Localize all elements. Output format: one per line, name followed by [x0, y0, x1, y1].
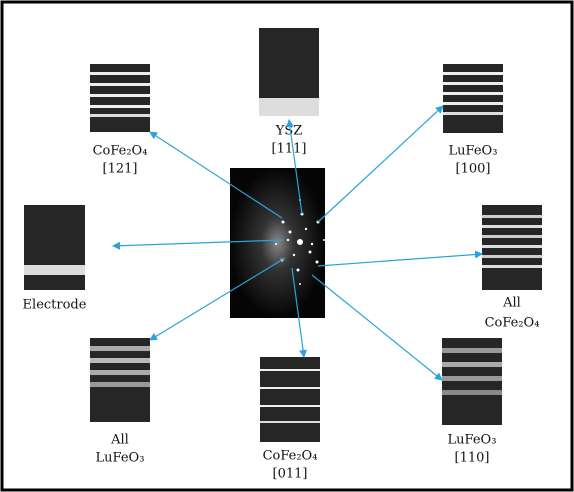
panel-band — [482, 225, 542, 228]
panel-label: LuFeO₃ — [449, 144, 498, 159]
panel-band — [260, 369, 320, 371]
panel-band — [482, 255, 542, 258]
panel-band — [443, 72, 503, 75]
panel-image — [442, 338, 502, 425]
panel-image — [259, 28, 319, 116]
panel-label: LuFeO₃ — [96, 451, 145, 466]
panel-label: [100] — [456, 162, 491, 177]
panel-label: [011] — [273, 467, 308, 482]
panel-band — [442, 376, 502, 381]
panel-bg — [24, 205, 85, 290]
panel-band — [482, 265, 542, 268]
panel-band — [482, 245, 542, 248]
fft-image — [230, 168, 325, 318]
panel-band — [90, 370, 150, 375]
panel-label: CoFe₂O₄ — [485, 316, 540, 331]
panel-band — [90, 83, 150, 86]
panel-band — [442, 362, 502, 367]
panel-band — [90, 346, 150, 351]
fft-spot — [282, 221, 285, 224]
figure: YSZ [111] CoFe₂O₄ [121] LuFeO₃ [100] Electrode… — [0, 0, 574, 492]
fft-spot — [305, 228, 307, 230]
panel-band — [443, 112, 503, 115]
panel-image — [90, 64, 150, 132]
fft-spot — [275, 243, 277, 245]
panel-band — [443, 102, 503, 105]
panel-band — [482, 215, 542, 218]
panel-image — [24, 205, 85, 290]
panel-band — [260, 387, 320, 389]
fft-spot — [316, 261, 319, 264]
panel-label: [111] — [272, 142, 307, 157]
panel-label: All — [110, 433, 129, 448]
panel-label: [121] — [103, 162, 138, 177]
fft-spot — [289, 231, 292, 234]
fft-spot — [287, 239, 289, 241]
panel-band — [443, 82, 503, 85]
panel-band — [443, 92, 503, 95]
panel-band — [90, 105, 150, 108]
panel-label: CoFe₂O₄ — [93, 144, 148, 159]
panel-band — [90, 382, 150, 387]
panel-band — [260, 421, 320, 423]
panel-band — [24, 265, 85, 275]
panel-image — [260, 357, 320, 442]
fft-spot — [299, 283, 301, 285]
panel-label: CoFe₂O₄ — [263, 449, 318, 464]
panel-label: Electrode — [23, 298, 87, 313]
panel-band — [442, 348, 502, 353]
fft-spot — [297, 269, 300, 272]
fft-spot — [293, 254, 295, 256]
panel-image — [482, 205, 542, 290]
fft-spot — [311, 243, 313, 245]
fft-spot — [323, 239, 325, 241]
panel-band — [442, 390, 502, 395]
panel-label: LuFeO₃ — [448, 433, 497, 448]
panel-band — [482, 235, 542, 238]
panel-band — [90, 114, 150, 117]
fft-spot — [297, 239, 303, 245]
panel-band — [90, 94, 150, 97]
panel-label: YSZ — [275, 124, 303, 139]
panel-band — [90, 72, 150, 75]
fft-spot — [309, 251, 312, 254]
panel-band — [259, 98, 319, 116]
panel-label: All — [502, 296, 521, 311]
panel-label: [110] — [455, 451, 490, 466]
panel-image — [443, 64, 503, 133]
panel-image — [90, 338, 150, 422]
panel-band — [260, 405, 320, 407]
panel-band — [90, 358, 150, 363]
